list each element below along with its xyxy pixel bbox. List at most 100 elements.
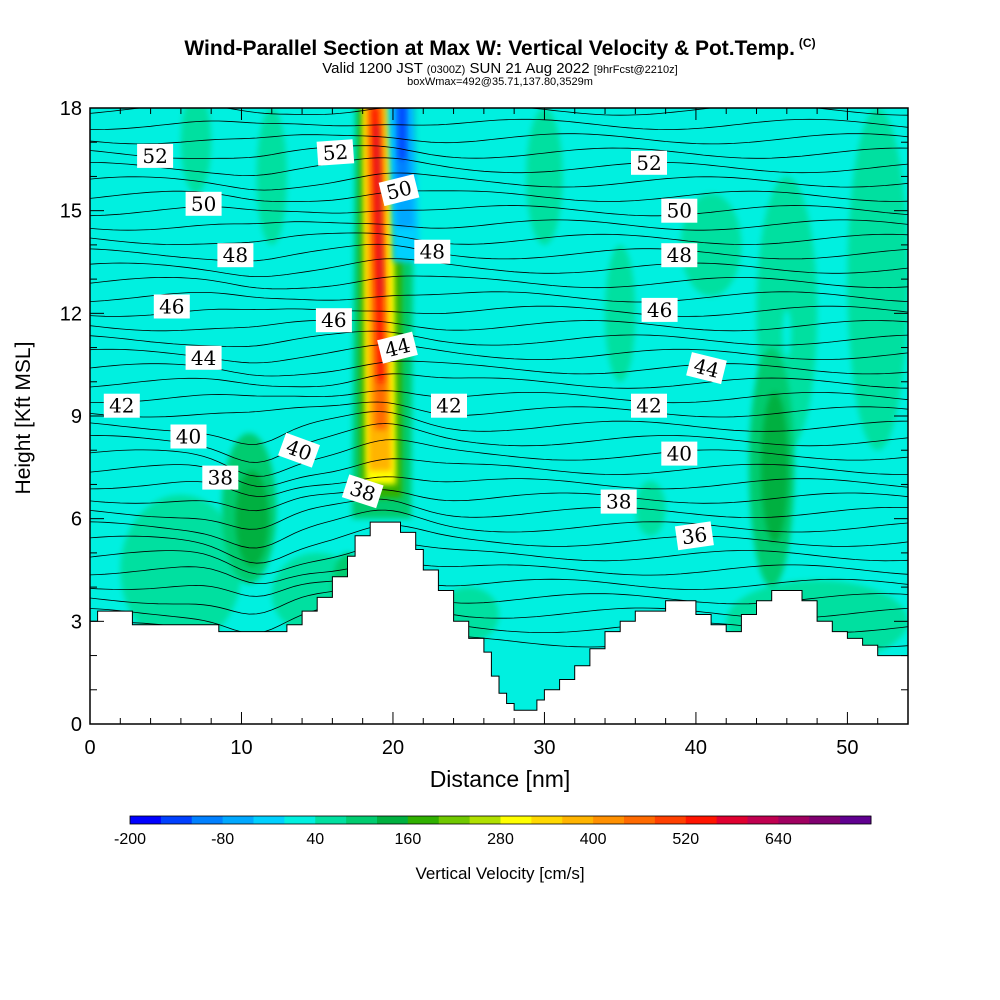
theta-contour-line (90, 190, 908, 202)
y-axis-label: Height [Kft MSL] (12, 341, 35, 495)
contour-label-text: 50 (667, 199, 692, 223)
colorbar-swatch (778, 816, 810, 824)
theta-contour-line (90, 305, 908, 317)
colorbar-label: Vertical Velocity [cm/s] (415, 864, 585, 883)
colorbar-swatch (315, 816, 347, 824)
forecast-info: [9hrFcst@2210z] (593, 64, 678, 76)
colorbar-swatch (377, 816, 409, 824)
contour-label-box (202, 465, 239, 490)
contour-label-text: 38 (606, 490, 631, 514)
contour-label-box (170, 424, 207, 449)
velocity-cell (526, 108, 563, 245)
contour-label: 50 (185, 191, 222, 216)
colorbar-swatch (624, 816, 656, 824)
velocity-cell (847, 108, 908, 451)
contour-label: 40 (661, 441, 698, 466)
contour-label-text: 46 (159, 295, 184, 319)
contour-label: 46 (153, 294, 190, 319)
y-tick-label: 15 (60, 201, 82, 223)
contour-label: 42 (431, 393, 467, 418)
velocity-cell (605, 244, 636, 382)
theta-contour-line (90, 401, 908, 418)
colorbar-tick-label: 640 (765, 831, 792, 848)
colorbar-tick-label: 280 (487, 831, 514, 848)
contour-label: 52 (137, 143, 174, 168)
box-info: boxWmax=492@35.71,137.80,3529m (407, 76, 593, 88)
terrain (90, 521, 908, 724)
theta-contour-line (90, 157, 908, 177)
colorbar-swatch (840, 816, 872, 824)
contour-label: 44 (686, 352, 727, 385)
contour-label-box (686, 352, 727, 385)
colorbar-swatch (191, 816, 224, 824)
contour-label-text: 50 (191, 192, 216, 216)
contour-label-box (277, 432, 321, 468)
contour-label-box (153, 294, 190, 319)
colorbar-swatch (284, 816, 316, 824)
contour-label-box (341, 474, 384, 509)
colorbar-swatch (562, 816, 594, 824)
theta-contour-line (90, 524, 908, 564)
y-tick-label: 18 (60, 98, 82, 120)
contour-label-text: 42 (109, 394, 134, 418)
theta-contour-line (90, 509, 908, 549)
theta-contour-line (90, 423, 908, 463)
contour-label-box (185, 345, 222, 370)
contour-label-box (661, 198, 698, 223)
colorbar-tick-label: -80 (211, 831, 234, 848)
colorbar-swatch (593, 816, 625, 824)
valid-prefix: Valid 1200 JST (322, 60, 423, 77)
theta-contour-line (90, 275, 908, 290)
theta-contour-line (90, 330, 908, 347)
theta-contour-line (90, 411, 908, 445)
theta-contour-line (90, 205, 908, 217)
contour-label-text: 48 (420, 240, 445, 264)
colorbar-tick-label: -200 (114, 831, 146, 848)
colorbar-swatch (222, 816, 254, 824)
x-axis-label: Distance [nm] (429, 766, 571, 792)
theta-contour-line (90, 439, 908, 477)
theta-contour-line (90, 543, 908, 575)
x-tick-label: 10 (230, 737, 252, 759)
theta-contour-line (90, 118, 908, 131)
contour-label-text: 50 (384, 175, 415, 204)
theta-contour-line (90, 133, 908, 145)
x-tick-label: 0 (84, 737, 95, 759)
colorbar-swatch (438, 816, 471, 824)
copyright-mark: (C) (798, 36, 816, 50)
contour-label: 52 (316, 139, 355, 166)
theta-contour-line (90, 145, 908, 159)
contour-label: 48 (661, 243, 698, 268)
theta-contour-line (90, 219, 908, 231)
contour-label-text: 42 (636, 394, 661, 418)
theta-contour-line (90, 291, 908, 303)
contour-label-box (378, 174, 420, 207)
colorbar-swatch (654, 816, 687, 824)
colorbar-swatch (809, 816, 841, 824)
colorbar-swatch (685, 816, 718, 824)
contour-label-text: 40 (176, 425, 201, 449)
contour-label: 46 (315, 308, 352, 333)
contour-label: 44 (377, 331, 418, 364)
theta-contours (90, 71, 908, 663)
colorbar-swatch (500, 816, 532, 824)
theta-contour-line (90, 71, 908, 89)
contour-label-box (631, 150, 667, 175)
theta-contour-line (90, 88, 908, 104)
contour-label-box (377, 331, 418, 364)
y-tick-label: 6 (71, 509, 82, 531)
colorbar-tick-label: 520 (672, 831, 699, 848)
contour-label-text: 52 (322, 140, 349, 166)
contour-label-box (217, 243, 254, 268)
contour-label-box (641, 297, 678, 322)
contour-label-box (137, 143, 174, 168)
contour-label-box (661, 441, 698, 466)
velocity-cell (782, 309, 792, 358)
valid-time-line: Valid 1200 JST (0300Z) SUN 21 Aug 2022 [… (0, 60, 1000, 77)
velocity-cell (256, 108, 287, 245)
theta-contour-line (90, 258, 908, 277)
contour-label-box (414, 239, 451, 264)
updraft-core (399, 108, 406, 160)
